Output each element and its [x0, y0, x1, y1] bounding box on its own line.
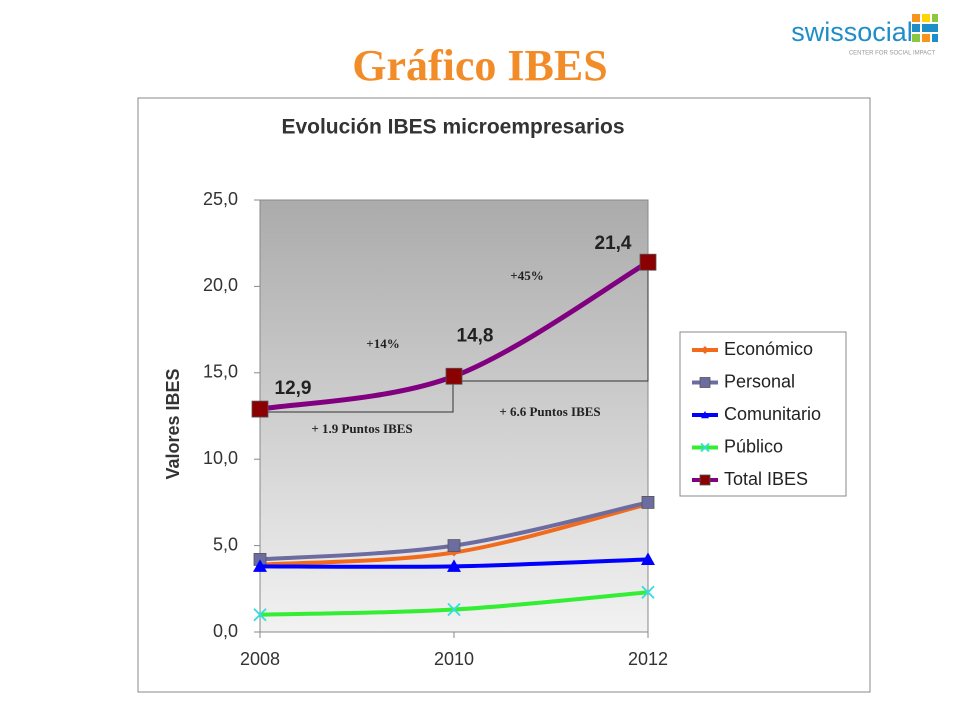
marker [699, 377, 711, 388]
chart-title: Evolución IBES microempresarios [281, 116, 624, 139]
marker [251, 400, 269, 418]
logo-icon [912, 14, 938, 42]
annotation: + 1.9 Puntos IBES [311, 421, 412, 436]
data-label: 12,9 [275, 378, 312, 399]
marker [253, 608, 267, 622]
annotation: + 6.6 Puntos IBES [499, 404, 600, 419]
y-tick-label: 5,0 [213, 534, 238, 554]
logo-tagline: CENTER FOR SOCIAL IMPACT [849, 51, 936, 57]
marker [447, 559, 461, 572]
x-tick-label: 2012 [628, 649, 668, 669]
x-tick-label: 2010 [434, 649, 474, 669]
data-label: 21,4 [595, 233, 632, 254]
legend-label: Total IBES [724, 469, 808, 489]
y-tick-label: 10,0 [203, 448, 238, 468]
slide-title: Gráfico IBES [352, 41, 607, 90]
data-label: 14,8 [457, 325, 494, 346]
marker [641, 552, 655, 566]
y-axis-label: Valores IBES [163, 368, 183, 479]
annotation: +45% [510, 268, 543, 283]
legend-label: Económico [724, 339, 813, 359]
marker [253, 559, 267, 572]
y-tick-label: 20,0 [203, 275, 238, 295]
marker [701, 346, 709, 354]
annotation: +14% [366, 336, 399, 351]
legend-label: Público [724, 436, 783, 456]
marker [641, 585, 655, 599]
legend-label: Comunitario [724, 404, 821, 424]
marker [447, 602, 461, 617]
marker [639, 253, 657, 271]
marker [447, 539, 461, 552]
y-tick-label: 25,0 [203, 189, 238, 209]
y-tick-label: 15,0 [203, 362, 238, 382]
logo-name: swissocial [791, 17, 913, 47]
marker [641, 495, 655, 509]
brackets [260, 264, 649, 413]
x-tick-label: 2008 [240, 649, 280, 669]
marker [701, 411, 709, 419]
legend-label: Personal [724, 371, 795, 391]
y-tick-label: 0,0 [213, 621, 238, 641]
marker [699, 474, 711, 486]
marker [700, 442, 710, 453]
marker [445, 367, 463, 385]
